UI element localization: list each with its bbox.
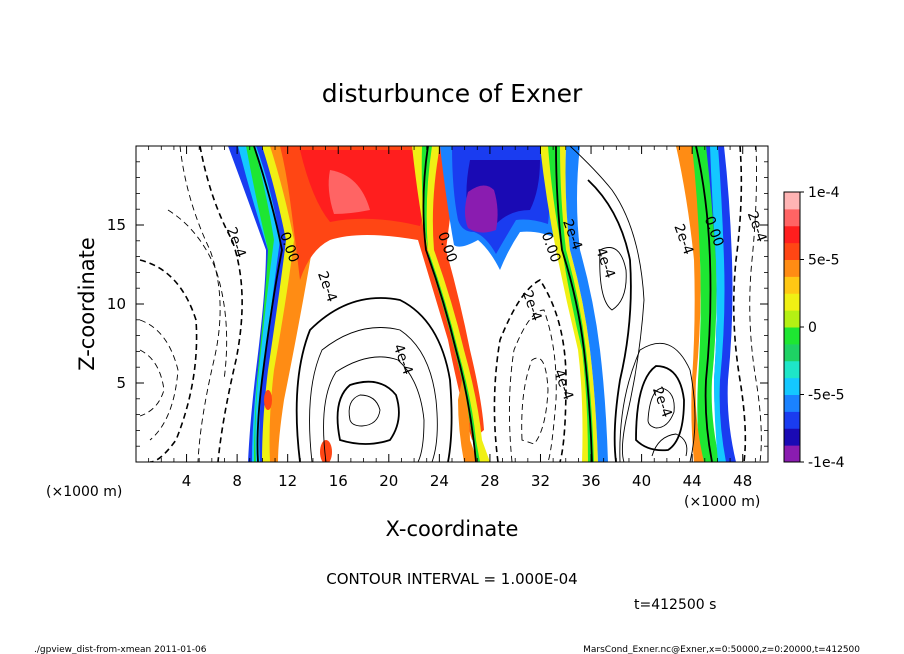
x-tick-label: 8	[232, 472, 242, 490]
warm-blob-2	[264, 390, 272, 410]
pos-contour-8	[599, 247, 627, 311]
y-tick-label: 15	[107, 216, 126, 234]
footer-left: ./gpview_dist-from-xmean 2011-01-06	[34, 645, 207, 654]
pos-contour-3	[323, 356, 425, 462]
footer-right: MarsCond_Exner.nc@Exner,x=0:50000,z=0:20…	[583, 645, 860, 654]
colorbar-swatch	[784, 327, 800, 345]
colorbar-swatch	[784, 208, 800, 227]
neg-contours-right	[493, 146, 762, 462]
zero-contour-c	[555, 146, 593, 462]
neg-contour-10	[732, 146, 747, 462]
band-d-orange	[676, 146, 704, 462]
neg-contour-7	[493, 278, 567, 462]
contour-lines	[139, 146, 762, 462]
x-tick-label: 32	[531, 472, 550, 490]
neg-contour-9	[521, 357, 549, 445]
x-axis-unit-right: (×1000 m)	[684, 494, 760, 510]
band-c-blue	[565, 146, 608, 462]
zero-contour-b	[422, 146, 477, 462]
x-tick-label: 36	[581, 472, 600, 490]
x-axis-ticks: 4 8 12 16 20 24 28 32 36 40 44 48	[148, 146, 756, 490]
colorbar-tick-label: 0	[808, 320, 817, 336]
y-tick-label: 10	[107, 295, 126, 313]
colorbar-swatch	[784, 411, 800, 429]
neg-contour-2	[179, 146, 221, 462]
x-axis-unit-left: (×1000 m)	[46, 484, 122, 500]
x-tick-label: 40	[632, 472, 651, 490]
band-a-green	[246, 146, 274, 462]
pos-contour-12	[651, 433, 688, 457]
colorbar-swatch	[784, 293, 800, 311]
neg-contour-3	[139, 259, 198, 462]
pos-contour-9	[619, 342, 696, 462]
arch-pink	[328, 170, 370, 214]
neg-contour-11	[749, 146, 762, 462]
neg-contour-8	[508, 309, 557, 462]
band-d-cyan	[710, 146, 726, 462]
colorbar-tick-label: 5e-5	[808, 253, 839, 269]
x-tick-label: 24	[430, 472, 449, 490]
x-tick-label: 48	[733, 472, 752, 490]
colorbar-tick-label: -5e-5	[808, 388, 845, 404]
y-tick-label: 5	[116, 374, 126, 392]
colorbar-swatch	[784, 192, 800, 210]
colorbar-tick-label: 1e-4	[808, 185, 840, 201]
y-axis-ticks: 5 10 15	[107, 161, 768, 447]
colorbar: 1e-4 5e-5 0 -5e-5 -1e-4	[783, 185, 845, 471]
colorbar-swatch	[784, 428, 800, 446]
pos-contour-4	[336, 380, 400, 445]
pos-contour-5	[348, 394, 381, 427]
zero-contour-a	[253, 146, 283, 462]
chart-title: disturbunce of Exner	[322, 79, 583, 108]
x-tick-label: 16	[329, 472, 348, 490]
plot-area	[135, 145, 769, 463]
pos-contour-11	[647, 387, 675, 429]
neg-contour-5	[139, 349, 165, 417]
contour-interval-text: CONTOUR INTERVAL = 1.000E-04	[326, 570, 577, 588]
colorbar-swatch	[784, 225, 800, 244]
x-tick-label: 20	[379, 472, 398, 490]
colorbar-swatch	[784, 242, 800, 260]
colorbar-tick-label: -1e-4	[808, 455, 845, 471]
pos-contour-7	[587, 179, 632, 462]
neg-contour-4	[139, 319, 179, 441]
band-b-green	[421, 146, 480, 462]
neg-contour-6	[167, 209, 228, 381]
x-axis-title: X-coordinate	[386, 517, 519, 541]
warm-blob-1	[320, 440, 332, 462]
band-b-lower-orange	[458, 380, 478, 462]
neg-contours-left	[139, 146, 243, 462]
colorbar-swatch	[784, 276, 800, 294]
pos-contour-2	[309, 327, 438, 462]
pos-contour-10	[635, 365, 685, 452]
colorbar-swatch	[784, 343, 800, 362]
colorbar-swatch	[784, 394, 800, 412]
pos-contour-1	[295, 297, 453, 462]
pos-contour-6	[569, 146, 645, 462]
cool-patch-purple	[465, 185, 498, 233]
colorbar-swatch	[784, 259, 800, 277]
neg-contour-1	[199, 146, 243, 462]
x-tick-label: 44	[683, 472, 702, 490]
band-d-green	[676, 146, 720, 462]
colorbar-swatch	[784, 310, 800, 328]
time-text: t=412500 s	[634, 597, 716, 613]
color-fill	[228, 146, 736, 462]
x-tick-label: 12	[278, 472, 297, 490]
y-axis-title: Z-coordinate	[75, 237, 99, 371]
zero-contour-d	[695, 146, 713, 462]
colorbar-swatch	[784, 360, 800, 379]
x-tick-label: 28	[480, 472, 499, 490]
colorbar-swatch	[784, 445, 800, 463]
band-c-yellow	[540, 146, 598, 462]
band-b-yellow	[412, 146, 490, 462]
colorbar-swatch	[784, 377, 800, 395]
x-tick-label: 4	[182, 472, 192, 490]
